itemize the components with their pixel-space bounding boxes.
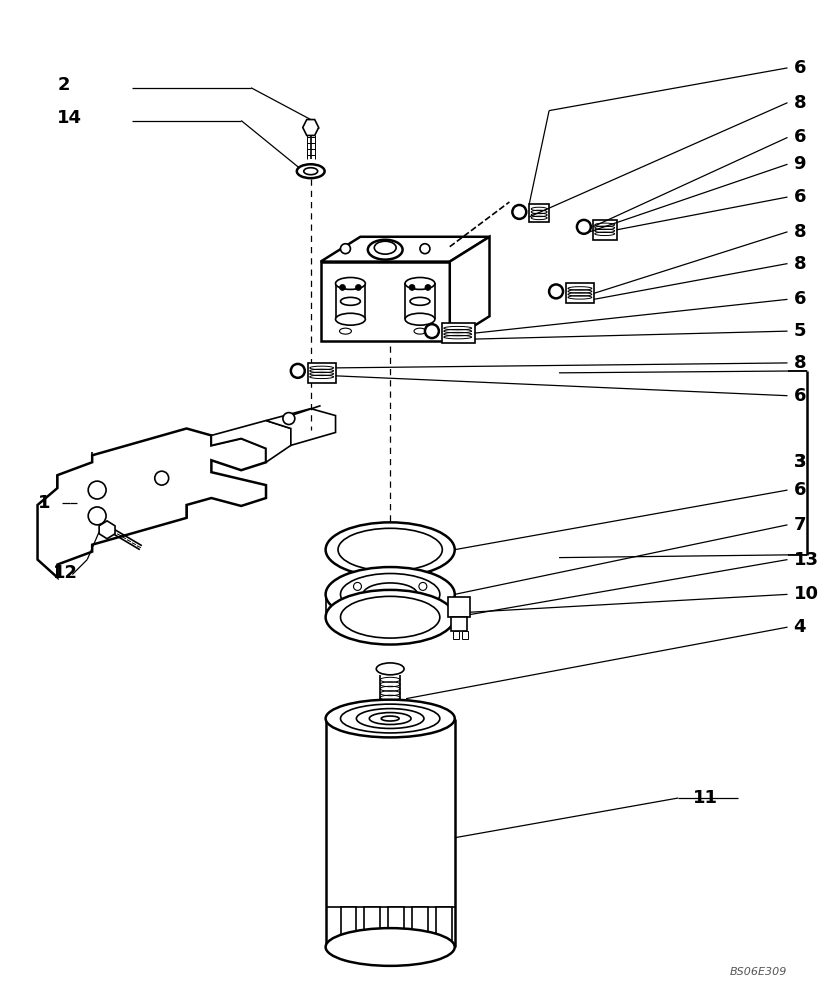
Polygon shape [320,237,489,262]
Polygon shape [529,204,549,222]
Text: 6: 6 [794,290,806,308]
Ellipse shape [374,241,396,254]
Ellipse shape [325,590,455,645]
Ellipse shape [325,567,455,622]
Text: 3: 3 [794,453,806,471]
Ellipse shape [340,704,440,733]
Polygon shape [442,323,474,343]
Polygon shape [320,262,450,341]
Text: 6: 6 [794,481,806,499]
Polygon shape [593,220,617,240]
Bar [453,631,458,639]
Text: 8: 8 [794,94,806,112]
Ellipse shape [325,928,455,966]
Text: 4: 4 [794,618,806,636]
Ellipse shape [405,313,435,325]
Circle shape [425,324,438,338]
Ellipse shape [376,663,404,675]
Circle shape [339,284,345,290]
Polygon shape [99,521,115,539]
Circle shape [354,598,361,606]
Circle shape [409,284,415,290]
Circle shape [549,284,563,298]
Circle shape [355,284,361,290]
Bar [340,907,356,945]
Ellipse shape [339,328,351,334]
Polygon shape [211,421,291,462]
Text: 12: 12 [52,564,77,582]
Ellipse shape [338,528,443,571]
Text: BS06E309: BS06E309 [730,967,788,977]
Text: 7: 7 [794,516,806,534]
Ellipse shape [410,297,430,305]
Text: 6: 6 [794,387,806,405]
Text: 9: 9 [794,155,806,173]
Ellipse shape [374,714,406,727]
Polygon shape [566,283,594,303]
Bar [389,907,404,945]
Circle shape [155,471,169,485]
Text: 6: 6 [794,188,806,206]
Bar [436,907,452,945]
Text: 2: 2 [57,76,70,94]
Polygon shape [303,120,319,135]
Ellipse shape [369,713,411,724]
Ellipse shape [325,700,455,737]
Ellipse shape [368,240,403,260]
Circle shape [577,220,591,234]
Bar [364,907,380,945]
Text: 5: 5 [794,322,806,340]
Text: 8: 8 [794,255,806,273]
Text: 8: 8 [794,354,806,372]
Ellipse shape [304,168,318,175]
Circle shape [354,582,361,590]
Ellipse shape [297,164,324,178]
Ellipse shape [381,716,399,721]
Circle shape [420,244,430,254]
Text: 11: 11 [693,789,718,807]
Ellipse shape [340,297,360,305]
Text: 10: 10 [794,585,819,603]
Circle shape [340,244,350,254]
Text: 6: 6 [794,59,806,77]
Bar [462,631,468,639]
Ellipse shape [335,313,365,325]
Polygon shape [266,409,335,445]
Polygon shape [37,428,266,577]
Circle shape [418,582,427,590]
Text: 8: 8 [794,223,806,241]
Ellipse shape [340,574,440,615]
Text: 14: 14 [57,109,82,127]
Circle shape [418,598,427,606]
Text: 13: 13 [794,551,819,569]
Ellipse shape [414,328,426,334]
Text: 3: 3 [794,453,806,471]
Ellipse shape [335,277,365,289]
Polygon shape [450,237,489,341]
Ellipse shape [340,596,440,638]
Circle shape [425,284,431,290]
Ellipse shape [356,709,424,728]
Bar [451,617,467,631]
Bar [412,907,428,945]
Circle shape [88,507,106,525]
Text: 6: 6 [794,128,806,146]
Ellipse shape [363,583,418,606]
Circle shape [291,364,305,378]
Circle shape [513,205,527,219]
Circle shape [283,413,295,425]
Text: 1: 1 [37,494,50,512]
Bar [448,597,469,617]
Ellipse shape [325,522,455,577]
Circle shape [88,481,106,499]
Ellipse shape [405,277,435,289]
Polygon shape [308,363,335,383]
